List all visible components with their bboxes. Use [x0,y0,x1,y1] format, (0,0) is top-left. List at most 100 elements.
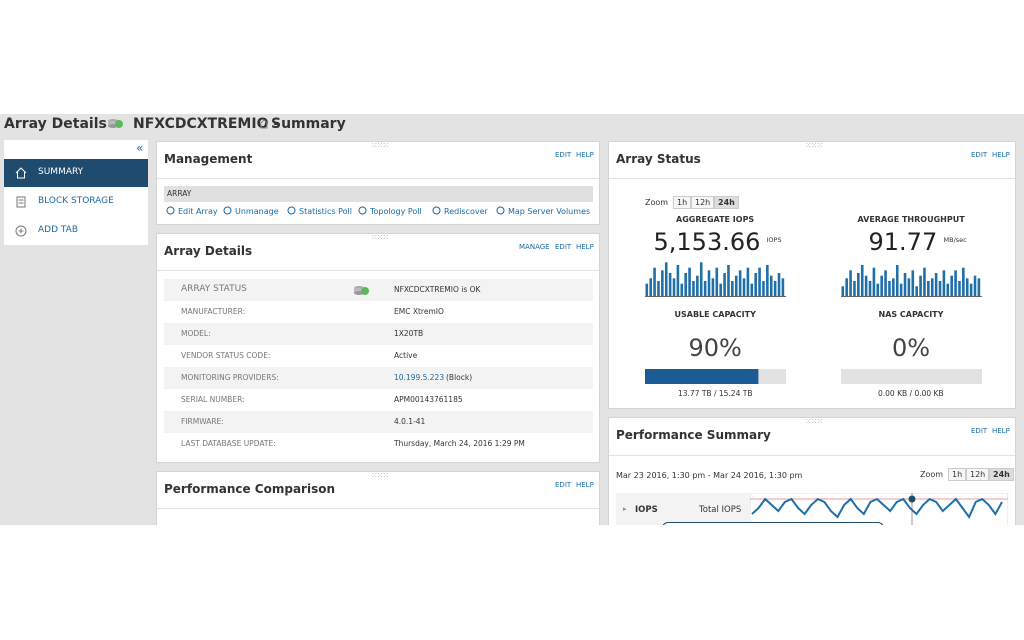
detail-row: MANUFACTURER: EMC XtremIO [164,301,593,323]
panel-link[interactable]: HELP [992,151,1010,159]
zoom-option[interactable]: 1h [673,196,692,209]
metric-value: 5,153.66 [653,228,761,256]
action-icon [496,206,505,215]
spark-bar [707,270,711,297]
drag-handle[interactable]: ⁙⁙⁙ [805,141,823,150]
panel-link[interactable]: EDIT [555,481,572,489]
nav-item[interactable]: SUMMARY [4,159,148,187]
zoom-label: Zoom [920,470,944,479]
sparkline [841,265,982,297]
spark-bar [895,265,899,297]
spark-bar [769,275,773,297]
expand-arrow[interactable]: ▸ [623,505,627,513]
panel-link[interactable]: EDIT [971,151,988,159]
drag-handle[interactable]: ⁙⁙⁙ [371,141,389,150]
series-name: Total IOPS [699,505,742,515]
spark-bar [888,281,891,297]
spark-bar [668,273,672,297]
spark-bar [773,281,777,297]
zoom-label: Zoom [645,198,669,207]
spark-bar [965,278,969,297]
action-link[interactable]: Edit Array [178,207,218,216]
panel-title: Array Details [164,244,253,258]
spark-bar [777,273,781,297]
spark-bar [872,267,876,297]
spark-bar [942,270,946,297]
spark-bar [868,281,872,297]
detail-label: VENDOR STATUS CODE: [181,351,271,360]
capacity-track [841,369,982,384]
spark-bar [734,275,738,297]
spark-bar [754,273,757,297]
zoom-option[interactable]: 24h [989,468,1014,481]
nav-item[interactable]: BLOCK STORAGE [4,188,148,216]
action-link[interactable]: Map Server Volumes [508,207,591,216]
section-label: ARRAY [167,189,192,198]
detail-row: MONITORING PROVIDERS: 10.199.5.223 (Block) [164,367,593,389]
action-link[interactable]: Rediscover [444,207,488,216]
panel-link[interactable]: HELP [576,481,594,489]
spark-bar [864,275,868,297]
panel-divider [157,178,599,179]
spark-bar [762,281,765,297]
spark-bar [962,267,965,297]
panel-link[interactable]: HELP [576,243,594,251]
detail-label: LAST DATABASE UPDATE: [181,439,276,448]
drag-handle[interactable]: ⁙⁙⁙ [805,417,823,426]
spark-bar [919,275,922,297]
action-link[interactable]: Statistics Poll [299,207,352,216]
panel-title: Array Status [616,152,701,166]
metric-label: AGGREGATE IOPS [676,215,755,224]
spark-bar [958,281,961,297]
panel-link[interactable]: HELP [992,427,1010,435]
detail-row: FIRMWARE: 4.0.1-41 [164,411,593,433]
spark-bar [950,275,953,297]
detail-row: MODEL: 1X20TB [164,323,593,345]
panel-link[interactable]: EDIT [971,427,988,435]
spark-bar [703,281,707,297]
panel-title: Performance Comparison [164,482,336,496]
detail-label: FIRMWARE: [181,417,224,426]
detail-row: VENDOR STATUS CODE: Active [164,345,593,367]
detail-value[interactable]: 10.199.5.223 [394,373,445,382]
zoom-option[interactable]: 24h [714,196,739,209]
spark-bar [977,278,981,297]
drag-handle[interactable]: ⁙⁙⁙ [371,471,389,480]
detail-value: APM00143761185 [394,395,463,404]
iops-line [751,497,1003,519]
spark-bar [699,262,703,297]
spark-bar [841,286,845,297]
capacity-bar [645,369,786,384]
detail-label: MODEL: [181,329,211,338]
metric-unit: IOPS [766,236,782,244]
action-link[interactable]: Topology Poll [370,207,422,216]
detail-label: ARRAY STATUS [181,284,247,294]
zoom-option[interactable]: 1h [948,468,967,481]
detail-label: MANUFACTURER: [181,307,246,316]
panel-link[interactable]: EDIT [555,151,572,159]
spark-bar [911,270,915,297]
detail-value: 1X20TB [394,329,424,338]
spark-bar [923,267,926,297]
detail-suffix: (Block) [446,373,473,382]
zoom-option[interactable]: 12h [691,196,715,209]
spark-bar [742,278,746,297]
zoom-option[interactable]: 12h [966,468,990,481]
page-title: Array Details - [4,116,118,132]
capacity-fill [645,369,759,384]
nav-icon [15,167,27,179]
panel-link[interactable]: EDIT [555,243,572,251]
status-icon [108,119,123,128]
drag-handle[interactable]: ⁙⁙⁙ [371,233,389,242]
panel-link[interactable]: MANAGE [519,243,550,251]
collapse-button[interactable]: « [136,141,144,155]
detail-value: NFXCDCXTREMIO is OK [394,285,481,294]
spark-bar [723,273,726,297]
spark-bar [915,286,918,297]
spark-bar [927,281,930,297]
spark-bar [845,278,848,297]
panel-link[interactable]: HELP [576,151,594,159]
action-link[interactable]: Unmanage [235,207,279,216]
nav-item[interactable]: ADD TAB [4,217,148,245]
array-details-panel: ⁙⁙⁙ Array Details HELP EDIT MANAGE ARRAY STAT… [156,233,600,463]
